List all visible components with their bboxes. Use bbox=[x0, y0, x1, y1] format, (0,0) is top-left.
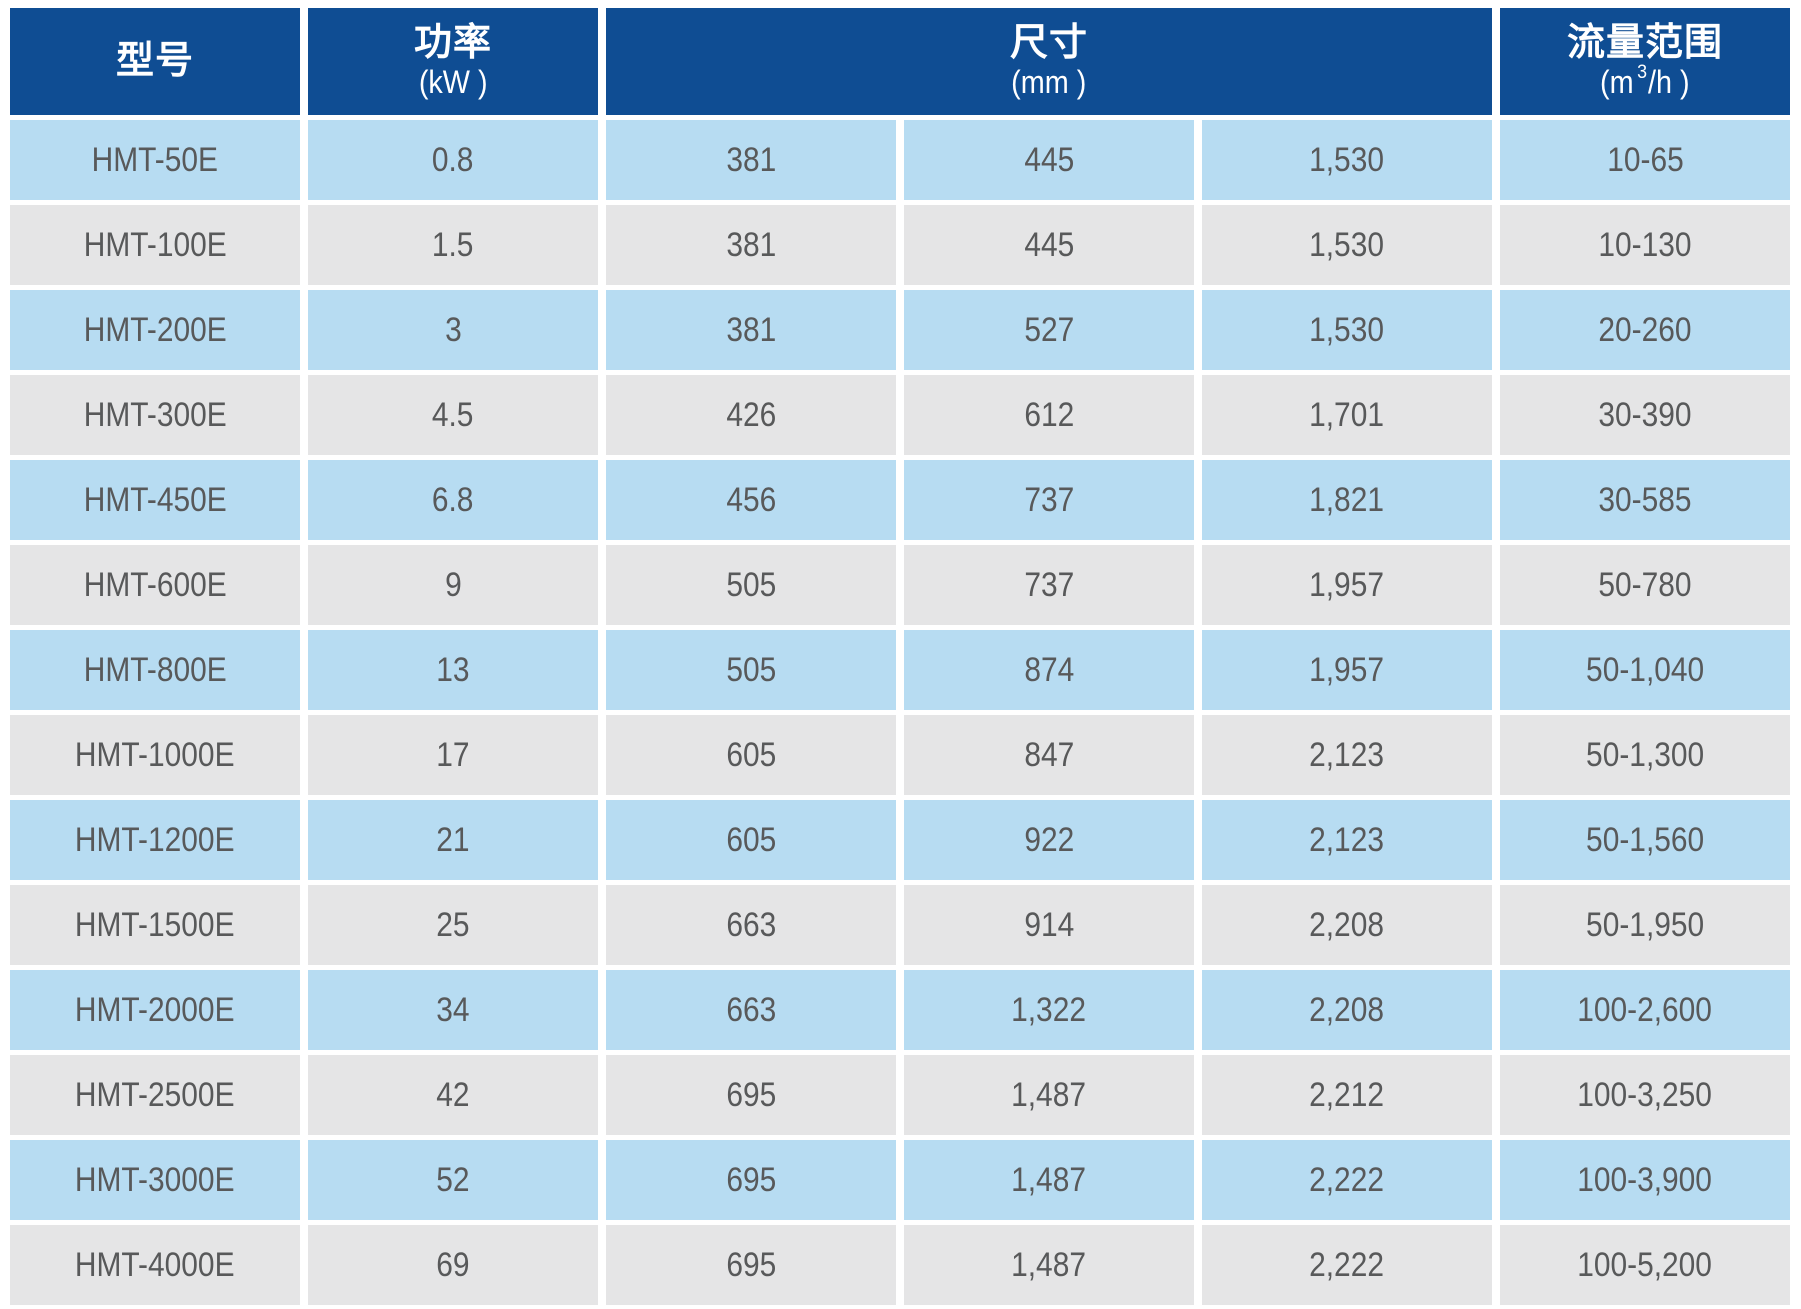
cell-model: HMT-800E bbox=[10, 630, 300, 710]
cell-dim3: 1,530 bbox=[1202, 290, 1492, 370]
cell-flow-range: 100-3,900 bbox=[1500, 1140, 1790, 1220]
cell-dim2: 527 bbox=[904, 290, 1194, 370]
header-power-title: 功率 bbox=[413, 22, 492, 65]
cell-flow-range: 30-585 bbox=[1500, 460, 1790, 540]
cell-power: 34 bbox=[308, 970, 598, 1050]
cell-dim2: 445 bbox=[904, 120, 1194, 200]
cell-flow-range: 20-260 bbox=[1500, 290, 1790, 370]
cell-flow-range: 50-1,560 bbox=[1500, 800, 1790, 880]
cell-model: HMT-1000E bbox=[10, 715, 300, 795]
cell-dim2: 874 bbox=[904, 630, 1194, 710]
cell-dim2: 1,487 bbox=[904, 1225, 1194, 1305]
cell-dim1: 381 bbox=[606, 290, 896, 370]
cell-dim1: 663 bbox=[606, 970, 896, 1050]
cell-flow-range: 100-2,600 bbox=[1500, 970, 1790, 1050]
cell-dim3: 1,957 bbox=[1202, 545, 1492, 625]
cell-model: HMT-3000E bbox=[10, 1140, 300, 1220]
cell-power: 25 bbox=[308, 885, 598, 965]
cell-flow-range: 10-130 bbox=[1500, 205, 1790, 285]
cell-model: HMT-4000E bbox=[10, 1225, 300, 1305]
cell-dim3: 1,530 bbox=[1202, 205, 1492, 285]
cell-dim2: 847 bbox=[904, 715, 1194, 795]
cell-power: 21 bbox=[308, 800, 598, 880]
cell-model: HMT-2000E bbox=[10, 970, 300, 1050]
cell-dim1: 663 bbox=[606, 885, 896, 965]
cell-model: HMT-200E bbox=[10, 290, 300, 370]
cell-dim3: 2,222 bbox=[1202, 1225, 1492, 1305]
header-model: 型号 bbox=[10, 8, 300, 115]
cell-dim1: 695 bbox=[606, 1225, 896, 1305]
cell-dim3: 1,957 bbox=[1202, 630, 1492, 710]
cell-dim1: 456 bbox=[606, 460, 896, 540]
cell-dim2: 737 bbox=[904, 460, 1194, 540]
cell-power: 9 bbox=[308, 545, 598, 625]
header-power-unit: (kW ) bbox=[418, 63, 488, 100]
cell-power: 69 bbox=[308, 1225, 598, 1305]
cell-power: 17 bbox=[308, 715, 598, 795]
cell-power: 13 bbox=[308, 630, 598, 710]
header-dimensions-unit: (mm ) bbox=[1011, 63, 1087, 100]
cell-dim2: 1,487 bbox=[904, 1055, 1194, 1135]
cell-dim3: 2,208 bbox=[1202, 885, 1492, 965]
cell-dim2: 737 bbox=[904, 545, 1194, 625]
cell-power: 42 bbox=[308, 1055, 598, 1135]
cell-dim1: 426 bbox=[606, 375, 896, 455]
cell-power: 3 bbox=[308, 290, 598, 370]
cell-flow-range: 100-3,250 bbox=[1500, 1055, 1790, 1135]
cell-dim1: 505 bbox=[606, 630, 896, 710]
cell-dim1: 695 bbox=[606, 1140, 896, 1220]
cell-flow-range: 100-5,200 bbox=[1500, 1225, 1790, 1305]
cell-dim1: 505 bbox=[606, 545, 896, 625]
cell-dim1: 381 bbox=[606, 205, 896, 285]
header-flow-range-unit: (m 3/h ) bbox=[1600, 61, 1690, 100]
cell-model: HMT-100E bbox=[10, 205, 300, 285]
cell-dim3: 2,123 bbox=[1202, 800, 1492, 880]
cell-dim3: 2,208 bbox=[1202, 970, 1492, 1050]
cell-model: HMT-1500E bbox=[10, 885, 300, 965]
header-flow-range-title: 流量范围 bbox=[1566, 22, 1723, 65]
header-power: 功率 (kW ) bbox=[308, 8, 598, 115]
header-dimensions: 尺寸 (mm ) bbox=[606, 8, 1492, 115]
cell-dim3: 2,123 bbox=[1202, 715, 1492, 795]
cell-dim1: 605 bbox=[606, 715, 896, 795]
cell-dim3: 1,530 bbox=[1202, 120, 1492, 200]
cell-flow-range: 50-780 bbox=[1500, 545, 1790, 625]
cell-dim3: 2,212 bbox=[1202, 1055, 1492, 1135]
cell-model: HMT-450E bbox=[10, 460, 300, 540]
cell-dim3: 1,821 bbox=[1202, 460, 1492, 540]
cell-power: 0.8 bbox=[308, 120, 598, 200]
cell-flow-range: 10-65 bbox=[1500, 120, 1790, 200]
cell-power: 52 bbox=[308, 1140, 598, 1220]
header-flow-range: 流量范围 (m 3/h ) bbox=[1500, 8, 1790, 115]
cell-dim2: 445 bbox=[904, 205, 1194, 285]
cell-model: HMT-2500E bbox=[10, 1055, 300, 1135]
cell-model: HMT-300E bbox=[10, 375, 300, 455]
cell-flow-range: 50-1,950 bbox=[1500, 885, 1790, 965]
cell-dim3: 2,222 bbox=[1202, 1140, 1492, 1220]
cell-flow-range: 50-1,040 bbox=[1500, 630, 1790, 710]
cell-model: HMT-600E bbox=[10, 545, 300, 625]
cell-dim1: 605 bbox=[606, 800, 896, 880]
cell-dim1: 695 bbox=[606, 1055, 896, 1135]
cell-power: 6.8 bbox=[308, 460, 598, 540]
cell-model: HMT-50E bbox=[10, 120, 300, 200]
cell-dim3: 1,701 bbox=[1202, 375, 1492, 455]
cell-model: HMT-1200E bbox=[10, 800, 300, 880]
cell-dim2: 1,487 bbox=[904, 1140, 1194, 1220]
cell-flow-range: 50-1,300 bbox=[1500, 715, 1790, 795]
cell-power: 1.5 bbox=[308, 205, 598, 285]
header-dimensions-title: 尺寸 bbox=[1009, 22, 1088, 65]
cell-flow-range: 30-390 bbox=[1500, 375, 1790, 455]
cell-dim1: 381 bbox=[606, 120, 896, 200]
cell-power: 4.5 bbox=[308, 375, 598, 455]
cell-dim2: 914 bbox=[904, 885, 1194, 965]
cell-dim2: 922 bbox=[904, 800, 1194, 880]
cell-dim2: 1,322 bbox=[904, 970, 1194, 1050]
cell-dim2: 612 bbox=[904, 375, 1194, 455]
header-model-title: 型号 bbox=[115, 40, 194, 83]
